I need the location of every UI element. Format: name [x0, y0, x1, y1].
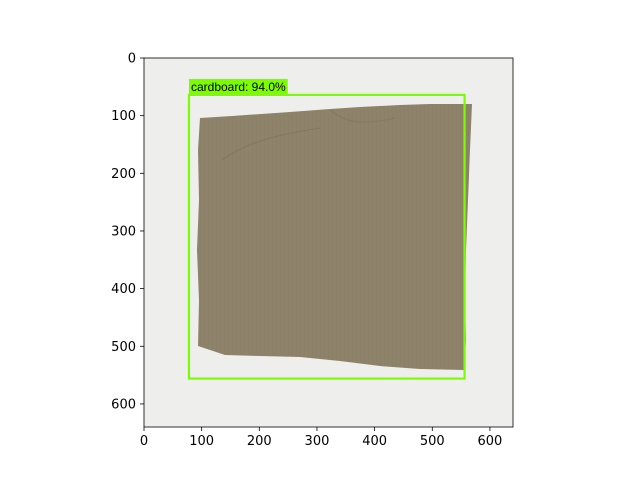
axes-frame	[143, 57, 514, 428]
x-tick-label: 200	[247, 434, 272, 449]
y-tick-label: 0	[128, 52, 136, 67]
y-tick-label: 200	[111, 167, 136, 182]
y-tick-label: 300	[111, 224, 136, 239]
y-tick-label: 600	[111, 397, 136, 412]
detection-label: cardboard: 94.0%	[191, 80, 286, 94]
x-tick-label: 300	[305, 434, 330, 449]
detection-box	[187, 93, 466, 380]
y-axis: 0 100 200 300 400 500 600	[111, 52, 144, 412]
y-tick-label: 500	[111, 340, 136, 355]
x-axis: 0 100 200 300 400 500 600	[140, 427, 502, 449]
x-tick-label: 400	[362, 434, 387, 449]
y-tick-label: 100	[111, 109, 136, 124]
image-area	[144, 58, 513, 427]
y-tick-label: 400	[111, 282, 136, 297]
x-tick-label: 100	[189, 434, 214, 449]
cardboard-crease	[329, 109, 396, 123]
x-tick-label: 500	[420, 434, 445, 449]
detection-label-background	[188, 78, 288, 95]
x-tick-label: 0	[140, 434, 148, 449]
cardboard-crease	[221, 127, 321, 161]
x-tick-label: 600	[478, 434, 503, 449]
cardboard-texture	[197, 104, 472, 370]
detections: cardboard: 94.0%	[187, 78, 466, 380]
